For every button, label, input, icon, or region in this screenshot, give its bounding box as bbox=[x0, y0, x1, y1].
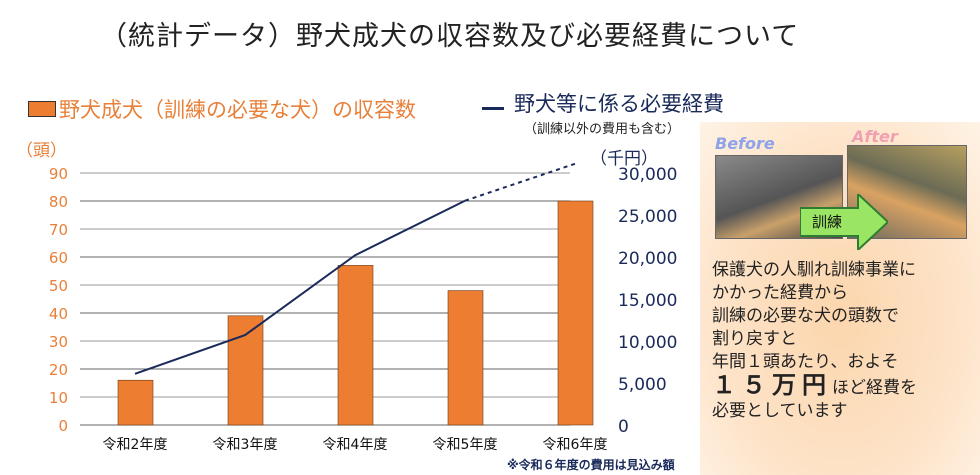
bar bbox=[227, 315, 264, 426]
y2-tick-label: 30,000 bbox=[618, 165, 677, 185]
desc-line: 訓練の必要な犬の頭数で bbox=[712, 306, 899, 326]
bar bbox=[337, 265, 374, 426]
footnote: ※令和６年度の費用は見込み額 bbox=[507, 458, 675, 472]
legend-bar: 野犬成犬（訓練の必要な犬）の収容数 bbox=[28, 94, 416, 124]
y-tick-label: 70 bbox=[49, 221, 68, 239]
y-tick-label: 30 bbox=[49, 333, 68, 351]
y-tick-label: 50 bbox=[49, 277, 68, 295]
y2-tick-label: 20,000 bbox=[618, 249, 677, 269]
y-tick-label: 0 bbox=[58, 417, 68, 435]
legend-line-label: 野犬等に係る必要経費 bbox=[514, 92, 724, 116]
cost-line bbox=[134, 199, 466, 375]
legend-bar-swatch bbox=[28, 101, 56, 117]
chart: 0 10 20 30 40 50 60 70 80 90 0 5,000 10,000 15,000 20,… bbox=[49, 162, 677, 453]
x-tick-label: 令和3年度 bbox=[213, 437, 278, 453]
y-tick-label: 90 bbox=[49, 165, 68, 183]
bar bbox=[117, 379, 154, 426]
arrow-right-icon bbox=[800, 194, 888, 250]
x-tick-label: 令和2年度 bbox=[103, 437, 168, 453]
after-label: After bbox=[852, 127, 898, 146]
desc-line: 必要としています bbox=[712, 401, 848, 421]
legend-line-swatch bbox=[482, 106, 504, 110]
y-tick-label: 20 bbox=[49, 361, 68, 379]
panel-description: 保護犬の人馴れ訓練事業に かかった経費から 訓練の必要な犬の頭数で 割り戻すと … bbox=[712, 259, 917, 423]
cost-line-projected bbox=[464, 162, 576, 202]
desc-line: 割り戻すと bbox=[712, 329, 797, 349]
y-tick-label: 10 bbox=[49, 389, 68, 407]
y-tick-label: 60 bbox=[49, 249, 68, 267]
y2-axis-label: （千円） bbox=[590, 149, 658, 169]
y2-tick-label: 10,000 bbox=[618, 333, 677, 353]
legend-line-sub: （訓練以外の費用も含む） bbox=[524, 122, 681, 137]
legend-bar-label: 野犬成犬（訓練の必要な犬）の収容数 bbox=[59, 98, 416, 122]
y-tick-label: 40 bbox=[49, 305, 68, 323]
y2-tick-label: 5,000 bbox=[618, 375, 667, 395]
x-tick-label: 令和5年度 bbox=[433, 437, 498, 453]
y2-tick-label: 0 bbox=[618, 417, 629, 437]
y-tick-label: 80 bbox=[49, 193, 68, 211]
x-tick-label: 令和4年度 bbox=[323, 437, 388, 453]
page-title: （統計データ）野犬成犬の収容数及び必要経費について bbox=[100, 21, 800, 52]
x-tick-label: 令和6年度 bbox=[543, 437, 608, 453]
info-panel: Before After 訓練 保護犬の人馴れ訓練事業に かかった経費から 訓練… bbox=[700, 122, 980, 475]
arrow-label: 訓練 bbox=[812, 213, 843, 231]
desc-line: 保護犬の人馴れ訓練事業に bbox=[712, 260, 916, 280]
bar bbox=[447, 290, 484, 426]
before-label: Before bbox=[715, 134, 775, 153]
desc-line: 年間１頭あたり、およそ bbox=[712, 352, 899, 372]
desc-line: かかった経費から bbox=[712, 283, 848, 303]
legend-line: 野犬等に係る必要経費 bbox=[482, 88, 724, 118]
y2-tick-label: 25,000 bbox=[618, 207, 677, 227]
cost-amount: １５万円 bbox=[712, 371, 832, 399]
y2-tick-label: 15,000 bbox=[618, 291, 677, 311]
y-axis-label: （頭） bbox=[16, 141, 67, 161]
desc-line: ほど経費を bbox=[832, 378, 917, 398]
bar bbox=[557, 200, 594, 426]
